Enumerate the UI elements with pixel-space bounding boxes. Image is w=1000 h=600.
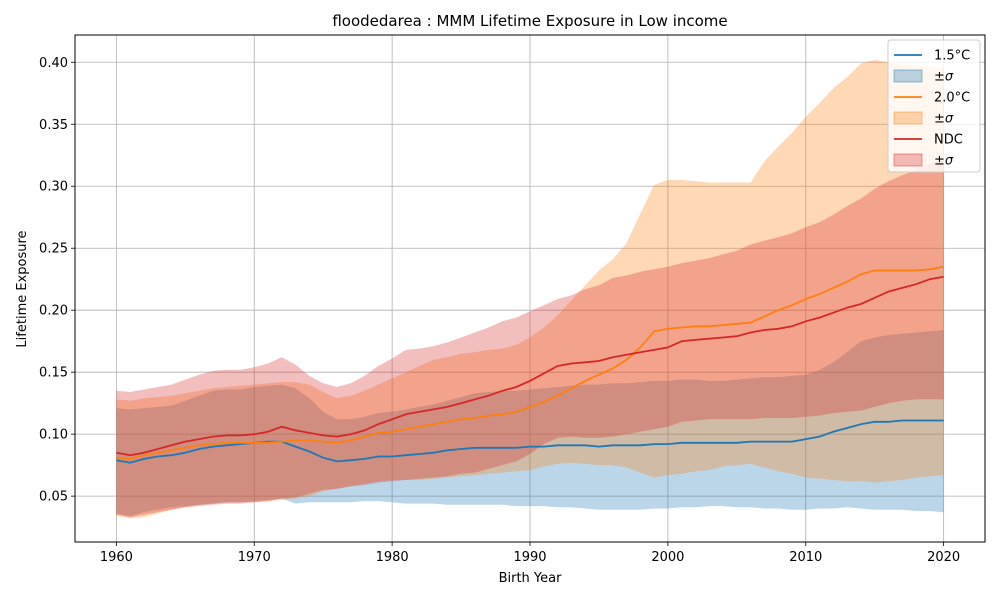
band-series-1 <box>116 330 944 516</box>
legend-band-swatch <box>893 69 923 83</box>
x-tick-label: 1970 <box>238 550 271 565</box>
legend-band-swatch <box>893 111 923 125</box>
legend-label: ±σ <box>934 70 954 85</box>
y-tick-label: 0.40 <box>39 56 68 71</box>
y-axis-label: Lifetime Exposure <box>15 230 30 347</box>
y-axis-ticks: 0.05 0.10 0.15 0.20 0.25 0.30 0.35 0.40 <box>39 56 75 505</box>
legend-label: ±σ <box>934 112 954 127</box>
y-tick-label: 0.05 <box>39 490 68 505</box>
sigma-bands <box>116 59 944 519</box>
legend-label: 1.5°C <box>934 49 970 64</box>
legend: 1.5°C ±σ 2.0°C ±σ NDC ±σ <box>887 39 981 173</box>
legend-label: NDC <box>934 133 963 148</box>
x-tick-label: 1980 <box>376 550 409 565</box>
grid-lines <box>75 35 985 542</box>
band-series-2 <box>116 59 944 519</box>
y-tick-label: 0.35 <box>39 118 68 133</box>
line-series-3 <box>116 275 944 457</box>
y-tick-label: 0.10 <box>39 428 68 443</box>
x-tick-label: 2020 <box>927 550 960 565</box>
legend-band-swatch <box>893 153 923 167</box>
x-tick-label: 2000 <box>651 550 684 565</box>
y-tick-label: 0.25 <box>39 242 68 257</box>
x-tick-label: 1960 <box>100 550 133 565</box>
series-lines <box>116 265 944 464</box>
y-tick-label: 0.20 <box>39 304 68 319</box>
band-series-3 <box>116 159 944 518</box>
x-tick-label: 1990 <box>513 550 546 565</box>
chart-title: floodedarea : MMM Lifetime Exposure in L… <box>332 12 727 30</box>
x-axis-ticks: 1960 1970 1980 1990 2000 2010 2020 <box>100 542 960 565</box>
line-series-2 <box>116 265 944 460</box>
legend-label: 2.0°C <box>934 91 970 106</box>
y-tick-label: 0.15 <box>39 366 68 381</box>
y-tick-label: 0.30 <box>39 180 68 195</box>
x-tick-label: 2010 <box>789 550 822 565</box>
legend-label: ±σ <box>934 154 954 169</box>
x-axis-label: Birth Year <box>499 571 563 586</box>
